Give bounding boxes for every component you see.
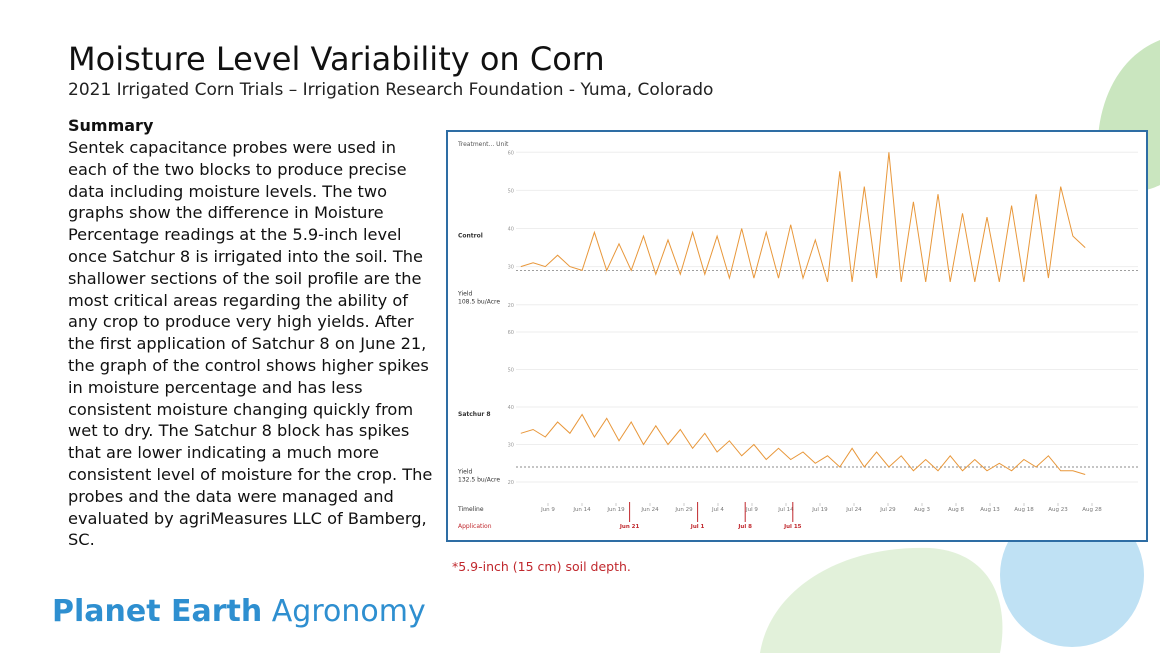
panel-name: Control (458, 233, 483, 240)
y-tick-label: 40 (508, 405, 514, 411)
x-tick-label: Jun 19 (606, 507, 625, 513)
x-tick-label: Jul 24 (845, 507, 862, 513)
y-tick-label: 60 (508, 330, 514, 336)
x-tick-label: Jul 9 (745, 507, 758, 513)
title: Moisture Level Variability on Corn (68, 40, 605, 78)
x-tick-label: Jul 14 (777, 507, 794, 513)
yield-value: 132.5 bu/Acre (458, 477, 500, 484)
y-tick-label: 50 (508, 368, 514, 374)
y-tick-label: 30 (508, 443, 514, 449)
moisture-line (520, 152, 1086, 283)
x-tick-label: Aug 8 (948, 507, 964, 513)
x-tick-label: Aug 13 (980, 507, 1000, 513)
application-label: Application (458, 523, 492, 530)
y-tick-label: 20 (508, 480, 514, 486)
x-tick-label: Aug 28 (1082, 507, 1102, 513)
y-tick-label: 50 (508, 188, 514, 194)
x-tick-label: Jun 14 (572, 507, 591, 513)
subtitle: 2021 Irrigated Corn Trials – Irrigation … (68, 80, 714, 100)
x-tick-label: Jun 29 (674, 507, 693, 513)
application-date: Jul 15 (783, 524, 802, 530)
x-tick-label: Jul 19 (811, 507, 828, 513)
timeline-label: Timeline (457, 506, 484, 513)
x-tick-label: Aug 23 (1048, 507, 1068, 513)
x-tick-label: Aug 18 (1014, 507, 1034, 513)
panel-name: Satchur 8 (458, 411, 491, 418)
summary-body: Sentek capacitance probes were used in e… (68, 138, 433, 550)
application-date: Jun 21 (619, 524, 640, 530)
yield-label: Yield (457, 469, 472, 476)
y-tick-label: 40 (508, 227, 514, 233)
x-tick-label: Jun 9 (540, 507, 555, 513)
footnote: *5.9-inch (15 cm) soil depth. (452, 559, 631, 574)
brand: Planet Earth Agronomy (52, 594, 426, 629)
brand-light: Agronomy (271, 594, 426, 629)
y-tick-label: 20 (508, 303, 514, 309)
application-date: Jul 8 (737, 524, 752, 530)
figure: Treatment... Unit2030405060ControlYield1… (446, 130, 1148, 542)
header-label: Treatment... Unit (457, 141, 509, 148)
yield-value: 108.5 bu/Acre (458, 299, 500, 306)
y-tick-label: 30 (508, 265, 514, 271)
x-tick-label: Jul 4 (711, 507, 724, 513)
summary-heading: Summary (68, 116, 154, 135)
brand-bold: Planet Earth (52, 594, 263, 629)
moisture-line (520, 413, 1086, 475)
x-tick-label: Jul 29 (879, 507, 896, 513)
x-tick-label: Jun 24 (640, 507, 659, 513)
yield-label: Yield (457, 291, 472, 298)
y-tick-label: 60 (508, 150, 514, 156)
application-date: Jul 1 (690, 524, 705, 530)
x-tick-label: Aug 3 (914, 507, 930, 513)
